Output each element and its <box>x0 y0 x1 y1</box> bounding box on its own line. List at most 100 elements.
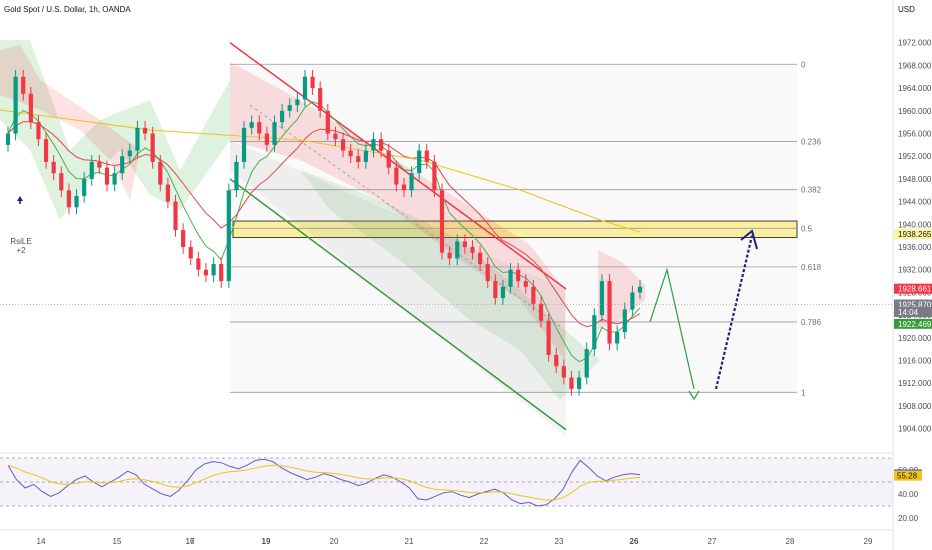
candle-body-65 <box>500 286 506 299</box>
price-tag-4: 1922.469 <box>898 320 932 329</box>
candle-body-21 <box>165 184 170 202</box>
candle-body-71 <box>546 320 551 355</box>
candle-body-6 <box>51 161 56 174</box>
candle-body-79 <box>607 281 612 344</box>
candle-body-74 <box>569 377 574 389</box>
price-tick-2: 1964.000 <box>898 84 932 93</box>
time-tick-29: 29 <box>864 537 873 546</box>
candle-body-46 <box>356 156 361 162</box>
time-tick-20: 20 <box>330 537 339 546</box>
time-tick-14: 14 <box>37 537 46 546</box>
price-tag-bg-3 <box>894 307 932 318</box>
price-tick-0: 1972.000 <box>898 39 932 48</box>
projection-blue-arrow-shaft <box>714 235 754 390</box>
candle-body-37 <box>287 105 292 111</box>
candle-body-22 <box>173 201 178 230</box>
price-tag-3: 14:04 <box>898 308 919 317</box>
rsi-value-tag-1: 55.28 <box>897 472 918 481</box>
price-tick-7: 1944.000 <box>898 198 932 207</box>
candle-body-16 <box>127 150 132 157</box>
candle-body-61 <box>470 247 475 253</box>
candle-body-45 <box>348 150 353 157</box>
candle-body-20 <box>158 161 163 185</box>
candle-body-41 <box>318 88 323 111</box>
signal-value: +2 <box>16 246 26 255</box>
price-tick-3: 1960.000 <box>898 107 932 116</box>
projection-green-path <box>649 267 695 390</box>
candle-body-14 <box>112 173 117 185</box>
price-tick-9: 1936.000 <box>898 243 932 252</box>
price-tick-4: 1956.000 <box>898 130 932 139</box>
price-tick-1: 1968.000 <box>898 61 932 70</box>
price-tag-0: 1938.265 <box>898 230 932 239</box>
time-tick-27: 27 <box>708 537 717 546</box>
candle-body-17 <box>135 127 140 151</box>
candle-body-3 <box>28 93 33 123</box>
bullish-cloud-channel <box>300 170 600 400</box>
candle-body-57 <box>439 190 445 253</box>
fib-level-label-4: 0.618 <box>801 263 822 272</box>
candle-body-18 <box>142 127 148 134</box>
candle-body-42 <box>325 110 330 134</box>
fibonacci-layer: 0 0.236 0.382 0.5 0.618 0.786 1 <box>230 60 822 397</box>
projection-green-arrowhead <box>688 390 700 401</box>
candle-body-33 <box>257 122 262 134</box>
candle-body-68 <box>523 281 528 287</box>
rsi-tick-1: 40.00 <box>898 490 919 499</box>
time-tick-15: 15 <box>113 537 122 546</box>
candle-body-49 <box>379 139 384 151</box>
candle-body-62 <box>478 252 483 265</box>
candle-body-19 <box>150 133 155 162</box>
rsi-line <box>7 458 641 507</box>
time-tick-28: 28 <box>786 537 795 546</box>
price-tag-1: 1928.661 <box>898 285 932 294</box>
candle-body-82 <box>630 292 635 310</box>
price-tag-bg-1 <box>894 283 932 294</box>
candle-body-52 <box>401 184 407 191</box>
fib-level-label-1: 0.236 <box>801 137 822 146</box>
candle-body-58 <box>447 252 452 259</box>
upper-channel-line <box>229 42 567 290</box>
candle-body-29 <box>226 190 231 282</box>
price-tick-15: 1912.000 <box>898 379 932 388</box>
candle-body-75 <box>576 377 582 389</box>
shading-layer <box>0 40 645 437</box>
candle-body-25 <box>196 258 201 270</box>
candle-body-76 <box>584 349 589 378</box>
price-tag-2: 1925.870 <box>898 301 932 310</box>
price-tick-10: 1932.000 <box>898 266 932 275</box>
currency-label: USD <box>898 5 915 14</box>
projection-blue-arrowhead <box>740 229 758 250</box>
candle-body-72 <box>554 354 559 367</box>
ema-medium-line <box>7 121 641 328</box>
candle-body-5 <box>43 139 49 162</box>
candle-body-78 <box>599 281 605 316</box>
candle-body-1 <box>13 76 18 134</box>
candle-body-13 <box>104 167 110 185</box>
candle-body-64 <box>493 281 498 299</box>
price-tick-13: 1920.000 <box>898 334 932 343</box>
candle-body-67 <box>516 269 521 282</box>
candle-body-34 <box>264 133 269 145</box>
candle-body-30 <box>234 161 239 191</box>
price-tick-16: 1908.000 <box>898 402 932 411</box>
candle-body-7 <box>59 173 64 191</box>
candle-body-31 <box>241 127 247 162</box>
channel-layer <box>229 42 567 431</box>
candle-body-8 <box>66 190 72 208</box>
price-tick-6: 1948.000 <box>898 175 932 184</box>
fib-level-label-0: 0 <box>801 60 806 69</box>
candle-body-27 <box>211 264 216 276</box>
price-tag-bg-0 <box>894 229 932 240</box>
projection-layer <box>649 229 758 401</box>
candle-body-15 <box>120 156 125 174</box>
price-tag-bg-4 <box>894 318 932 329</box>
bearish-cloud-left <box>0 45 140 200</box>
candle-body-83 <box>637 286 643 293</box>
candle-body-60 <box>462 241 467 248</box>
candle-body-80 <box>615 332 620 344</box>
candle-body-70 <box>538 303 544 321</box>
